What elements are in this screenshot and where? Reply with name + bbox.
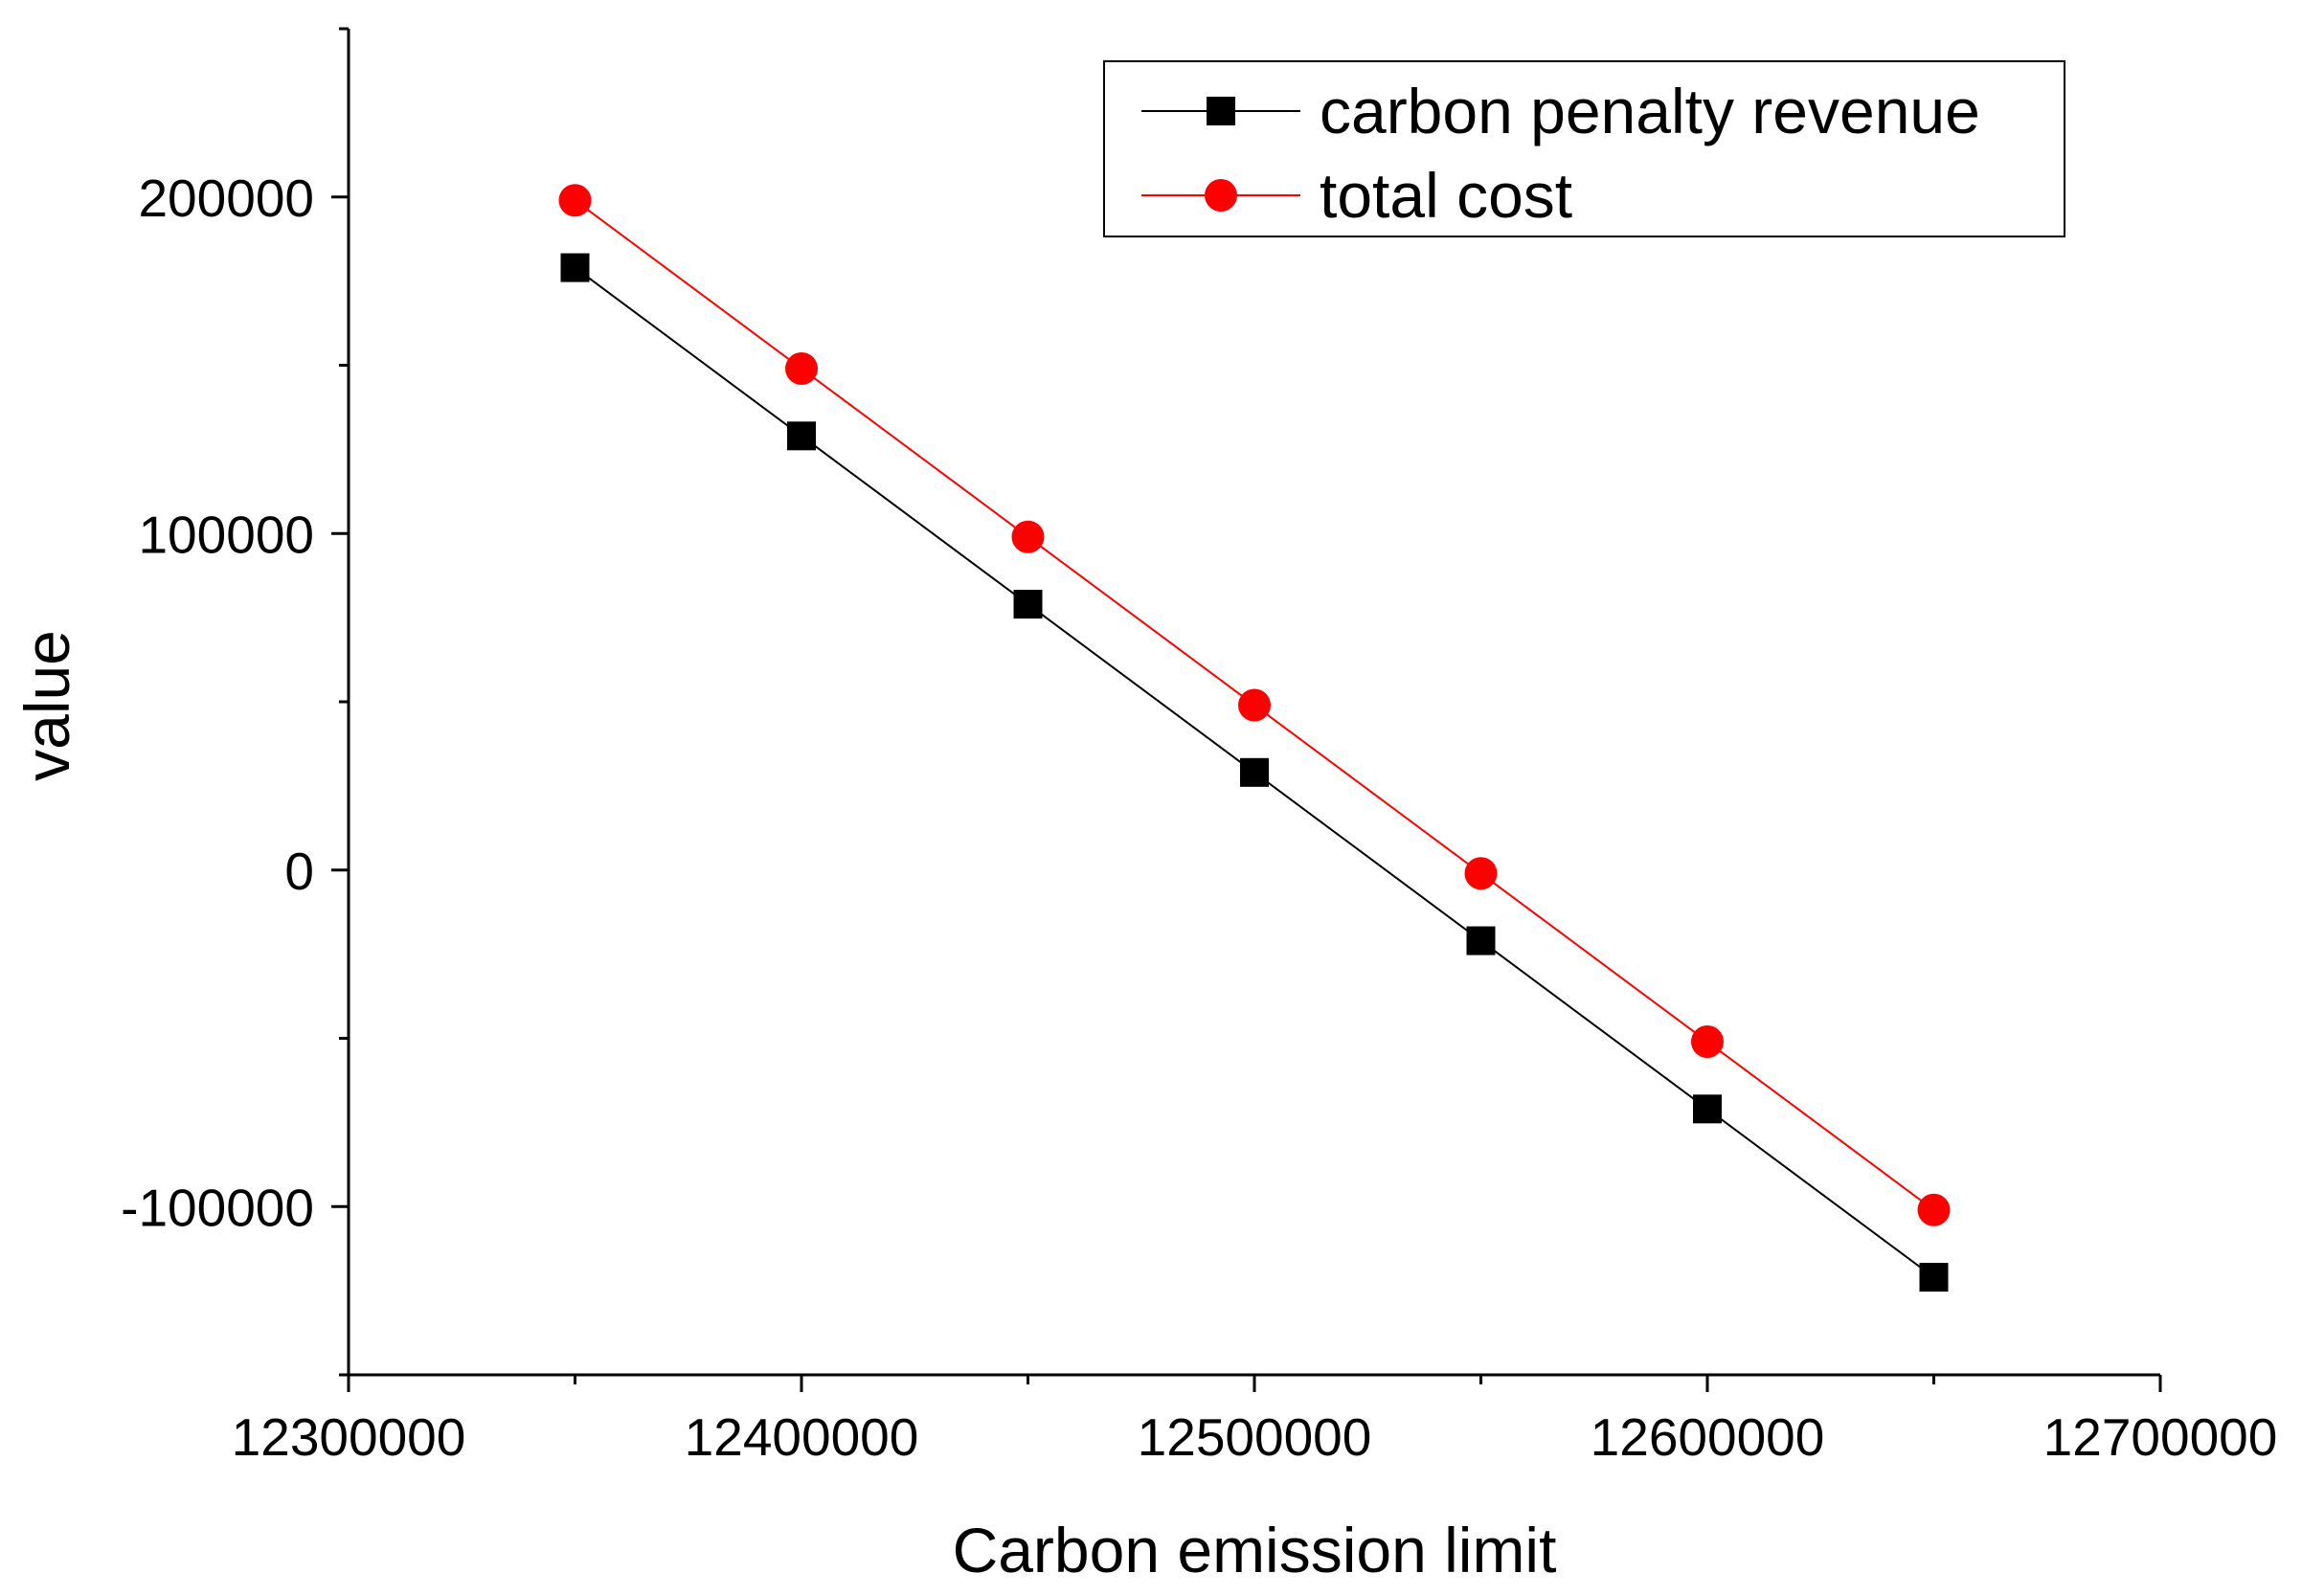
y-tick-label: -100000 (121, 1178, 314, 1237)
data-point (1693, 1094, 1722, 1124)
data-point (1466, 926, 1496, 955)
data-point (1238, 688, 1271, 722)
x-tick-label: 12600000 (1591, 1407, 1825, 1467)
data-point (560, 253, 590, 282)
legend-label: carbon penalty revenue (1320, 76, 1980, 146)
legend: carbon penalty revenue total cost (1103, 60, 2065, 237)
legend-label: total cost (1320, 160, 1572, 231)
y-tick-label: 100000 (138, 505, 314, 564)
data-point (1207, 97, 1235, 125)
y-axis-title: value (11, 630, 82, 781)
series-carbon-penalty-revenue (560, 253, 1949, 1293)
x-axis-title: Carbon emission limit (953, 1515, 1557, 1585)
data-point (787, 421, 816, 451)
data-point (1240, 757, 1269, 787)
data-point (785, 352, 818, 386)
x-tick-label: 12500000 (1138, 1407, 1372, 1467)
y-tick-label: 0 (284, 842, 314, 901)
x-tick-label: 12300000 (232, 1407, 466, 1467)
series-layer (558, 184, 1951, 1293)
series-total-cost (558, 184, 1951, 1226)
legend-item: total cost (1141, 160, 1572, 231)
data-point (1013, 590, 1043, 619)
data-point (1919, 1263, 1949, 1293)
data-point (1917, 1193, 1951, 1226)
legend-item: carbon penalty revenue (1141, 76, 1980, 146)
data-point (558, 184, 592, 217)
data-point (1205, 179, 1237, 212)
legend-box (1103, 60, 2065, 237)
y-tick-label: 200000 (138, 169, 314, 228)
y-axis-ticks: -100000 0 100000 200000 (121, 27, 349, 1377)
x-tick-label: 12700000 (2043, 1407, 2278, 1467)
data-point (1691, 1025, 1724, 1059)
x-tick-label: 12400000 (685, 1407, 919, 1467)
data-point (1011, 520, 1045, 553)
data-point (1464, 857, 1498, 890)
x-axis-ticks: 12300000 12400000 12500000 12600000 12700000 (232, 1375, 2278, 1467)
legend-items: carbon penalty revenue total cost (1141, 76, 1980, 231)
